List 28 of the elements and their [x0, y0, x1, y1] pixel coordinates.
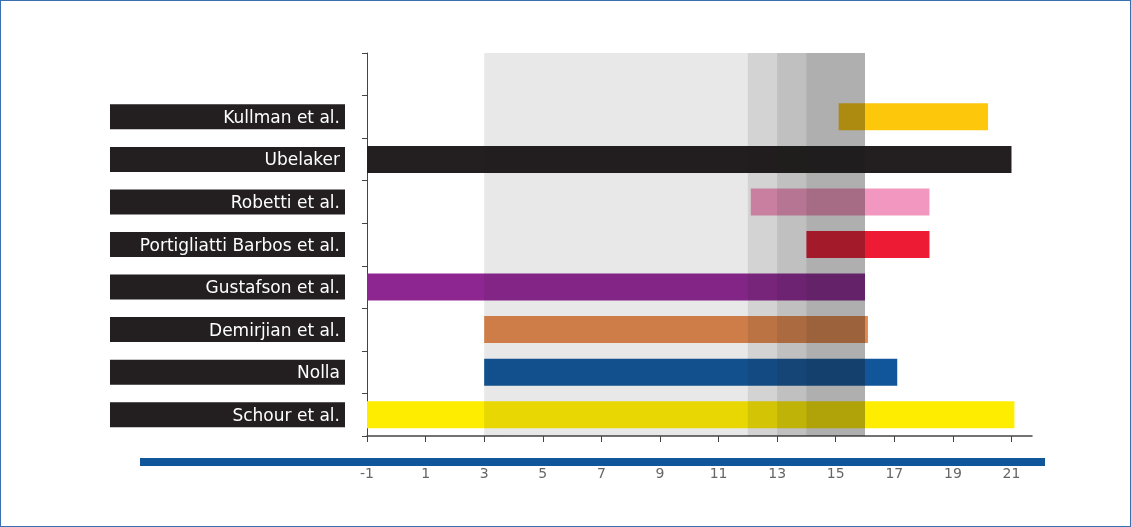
y-tick-label: Gustafson et al. — [205, 277, 340, 298]
y-tick-label: Nolla — [297, 362, 340, 383]
bar — [750, 188, 930, 216]
x-tick-label: 19 — [943, 465, 962, 481]
bar — [484, 358, 898, 386]
x-tick-label: -1 — [360, 465, 374, 481]
bar — [367, 401, 1015, 429]
x-tick-label: 11 — [709, 465, 728, 481]
x-tick-label: 1 — [421, 465, 431, 481]
bar — [367, 273, 866, 301]
x-tick-label: 15 — [826, 465, 845, 481]
y-tick-label: Kullman et al. — [223, 106, 340, 127]
x-tick-label: 13 — [768, 465, 787, 481]
bar — [367, 145, 1012, 173]
x-tick-label: 21 — [1002, 465, 1021, 481]
bar — [838, 103, 989, 131]
y-tick-label: Ubelaker — [264, 149, 340, 170]
y-tick-label: Schour et al. — [232, 404, 340, 425]
x-tick-label: 17 — [885, 465, 904, 481]
y-tick-label: Robetti et al. — [230, 191, 340, 212]
x-tick-label: 3 — [479, 465, 489, 481]
bar — [484, 316, 868, 344]
bar — [806, 231, 930, 258]
y-tick-label: Portigliatti Barbos et al. — [139, 234, 340, 255]
x-tick-label: 5 — [538, 465, 548, 481]
x-tick-label: 7 — [596, 465, 606, 481]
x-tick-label: 9 — [655, 465, 665, 481]
y-tick-label: Demirjian et al. — [209, 319, 340, 340]
